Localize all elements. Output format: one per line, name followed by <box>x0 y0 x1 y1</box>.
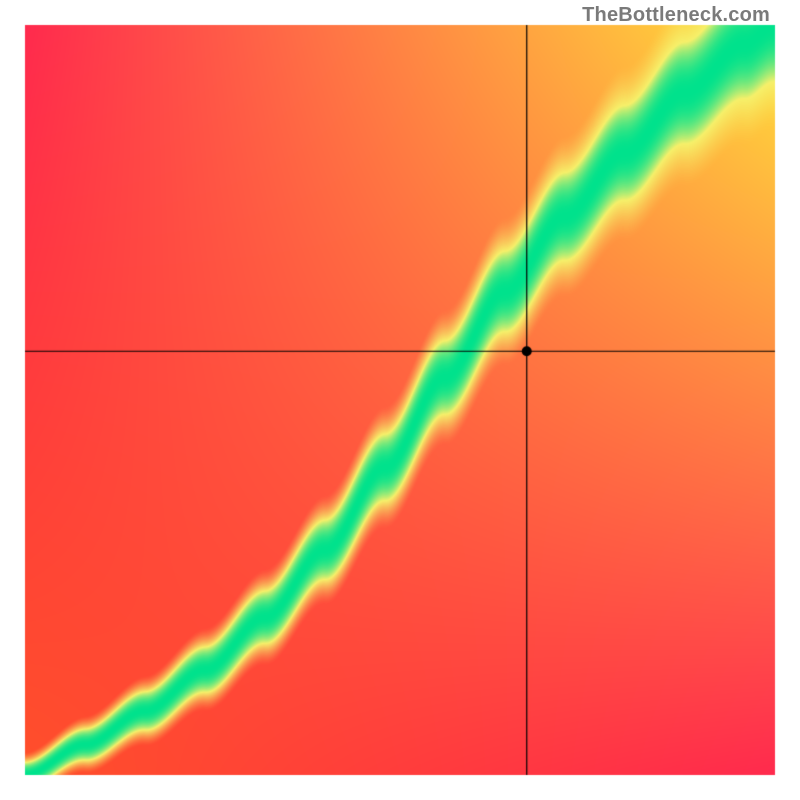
chart-container: TheBottleneck.com <box>0 0 800 800</box>
bottleneck-heatmap <box>0 0 800 800</box>
watermark-text: TheBottleneck.com <box>582 4 770 27</box>
